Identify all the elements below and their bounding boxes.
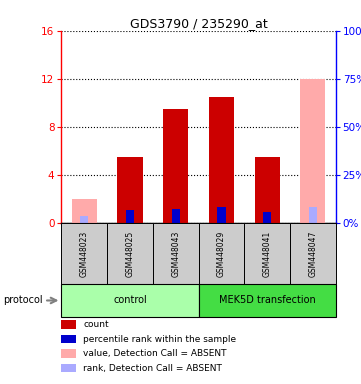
Text: rank, Detection Call = ABSENT: rank, Detection Call = ABSENT bbox=[83, 364, 222, 373]
Bar bbox=[300, 79, 325, 223]
Bar bbox=[244, 223, 290, 284]
Text: GSM448043: GSM448043 bbox=[171, 230, 180, 276]
Bar bbox=[171, 209, 180, 223]
Text: value, Detection Call = ABSENT: value, Detection Call = ABSENT bbox=[83, 349, 227, 358]
Bar bbox=[255, 157, 280, 223]
Bar bbox=[71, 199, 97, 223]
Text: count: count bbox=[83, 320, 109, 329]
Text: percentile rank within the sample: percentile rank within the sample bbox=[83, 334, 236, 344]
Text: MEK5D transfection: MEK5D transfection bbox=[219, 295, 316, 306]
Text: GSM448047: GSM448047 bbox=[308, 230, 317, 276]
Bar bbox=[80, 216, 88, 223]
Bar bbox=[199, 223, 244, 284]
Text: control: control bbox=[113, 295, 147, 306]
Bar bbox=[209, 97, 234, 223]
Bar bbox=[290, 223, 336, 284]
Bar bbox=[199, 284, 336, 317]
Bar bbox=[163, 109, 188, 223]
Text: GSM448023: GSM448023 bbox=[80, 230, 89, 276]
Bar bbox=[263, 212, 271, 223]
Title: GDS3790 / 235290_at: GDS3790 / 235290_at bbox=[130, 17, 268, 30]
Bar bbox=[309, 207, 317, 223]
Bar bbox=[117, 157, 143, 223]
Text: GSM448029: GSM448029 bbox=[217, 230, 226, 276]
Bar bbox=[107, 223, 153, 284]
Text: GSM448025: GSM448025 bbox=[126, 230, 134, 276]
Bar bbox=[61, 284, 199, 317]
Bar bbox=[61, 223, 107, 284]
Bar bbox=[217, 207, 226, 223]
Bar bbox=[153, 223, 199, 284]
Text: protocol: protocol bbox=[4, 295, 43, 306]
Text: GSM448041: GSM448041 bbox=[263, 230, 271, 276]
Bar bbox=[126, 210, 134, 223]
